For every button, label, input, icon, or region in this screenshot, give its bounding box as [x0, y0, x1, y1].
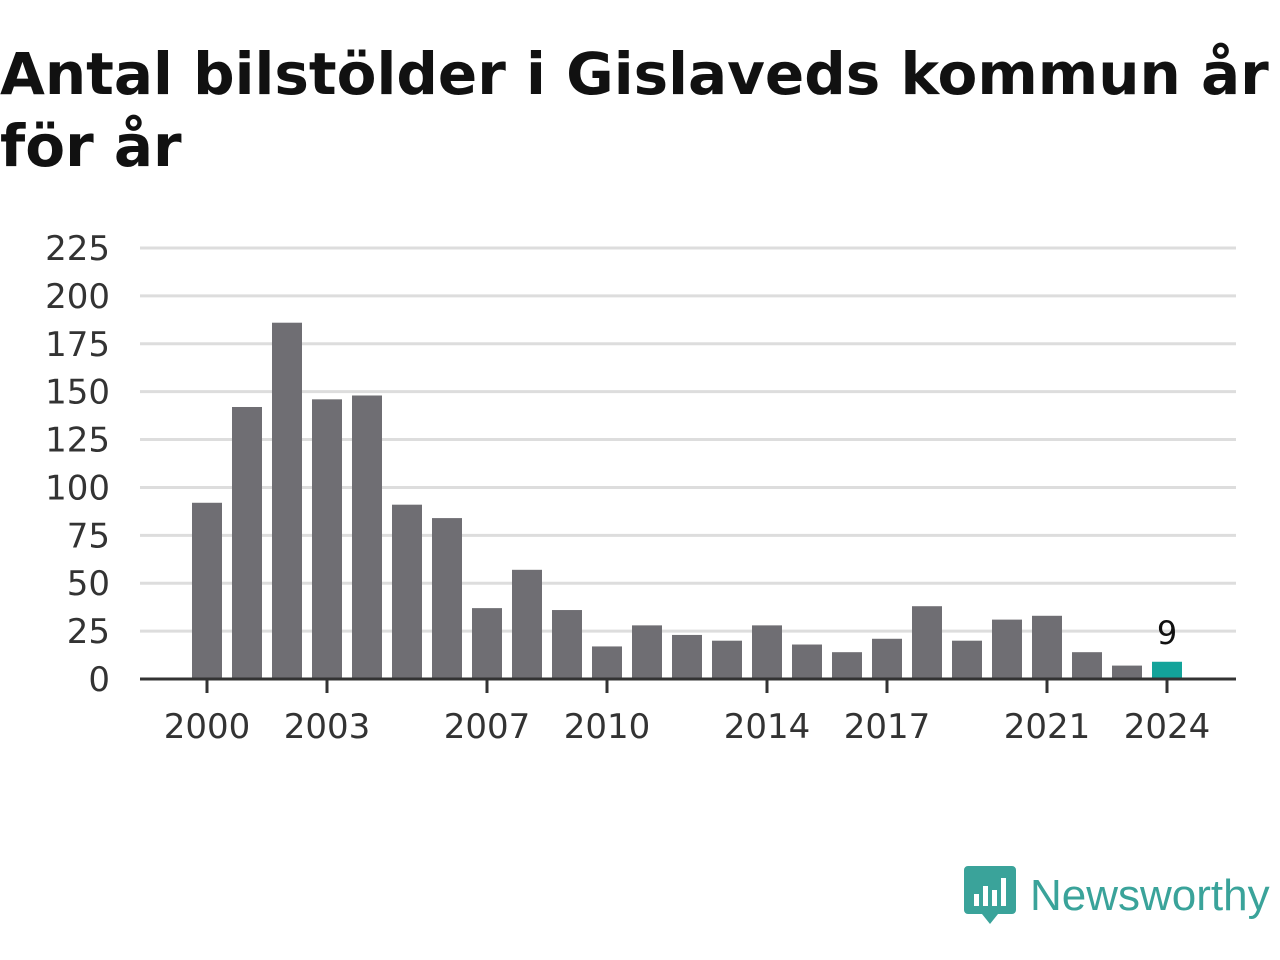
x-tick-label-2021: 2021: [1004, 707, 1091, 747]
bar-2020: [992, 619, 1022, 679]
gridlines: [140, 246, 1236, 633]
bar-2001: [232, 406, 262, 679]
newsworthy-logo-icon: [964, 866, 1016, 924]
brand-name: Newsworthy: [1030, 871, 1270, 920]
bar-2003: [312, 399, 342, 679]
y-tick-label-175: 175: [45, 325, 110, 365]
bar-2005: [392, 504, 422, 679]
data-label-2024: 9: [1157, 614, 1177, 652]
x-tick-label-2014: 2014: [724, 707, 811, 747]
bar-2010: [592, 646, 622, 679]
x-tick-label-2000: 2000: [164, 707, 251, 747]
bar-2009: [552, 610, 582, 679]
bar-2023: [1112, 665, 1142, 679]
bar-2013: [712, 640, 742, 679]
y-tick-label-225: 225: [45, 229, 110, 269]
data-labels: 9: [1157, 614, 1177, 652]
bar-2015: [792, 644, 822, 679]
bar-2016: [832, 652, 862, 679]
y-axis-ticks: 0 25 50 75 100 125 150 175 200 225: [45, 229, 110, 700]
y-tick-label-150: 150: [45, 373, 110, 413]
y-tick-label-0: 0: [88, 660, 110, 700]
x-tick-label-2017: 2017: [844, 707, 931, 747]
x-tick-label-2007: 2007: [444, 707, 531, 747]
bar-2024: [1152, 661, 1182, 679]
chart-title: Antal bilstölder i Gislaveds kommun år f…: [0, 40, 1269, 180]
bar-2007: [472, 608, 502, 679]
bar-2022: [1072, 652, 1102, 679]
y-tick-label-25: 25: [67, 612, 110, 652]
bar-2021: [1032, 615, 1062, 679]
bar-2006: [432, 518, 462, 679]
y-tick-label-125: 125: [45, 421, 110, 461]
bar-2014: [752, 625, 782, 679]
brand-logo: Newsworthy: [964, 864, 1270, 928]
x-axis-ticks: 2000 2003 2007 2010 2014 2017 2021 2024: [164, 679, 1211, 747]
bar-2000: [192, 502, 222, 679]
y-tick-label-75: 75: [67, 516, 110, 556]
y-tick-label-50: 50: [67, 564, 110, 604]
bar-2017: [872, 638, 902, 679]
bar-2019: [952, 640, 982, 679]
bar-2018: [912, 606, 942, 679]
bars: [192, 322, 1182, 679]
y-tick-label-100: 100: [45, 468, 110, 508]
x-tick-label-2003: 2003: [284, 707, 371, 747]
bar-2004: [352, 395, 382, 679]
bar-2008: [512, 569, 542, 679]
bar-2011: [632, 625, 662, 679]
bar-2002: [272, 322, 302, 679]
y-tick-label-200: 200: [45, 277, 110, 317]
x-tick-label-2024: 2024: [1124, 707, 1211, 747]
bar-2012: [672, 634, 702, 679]
x-tick-label-2010: 2010: [564, 707, 651, 747]
